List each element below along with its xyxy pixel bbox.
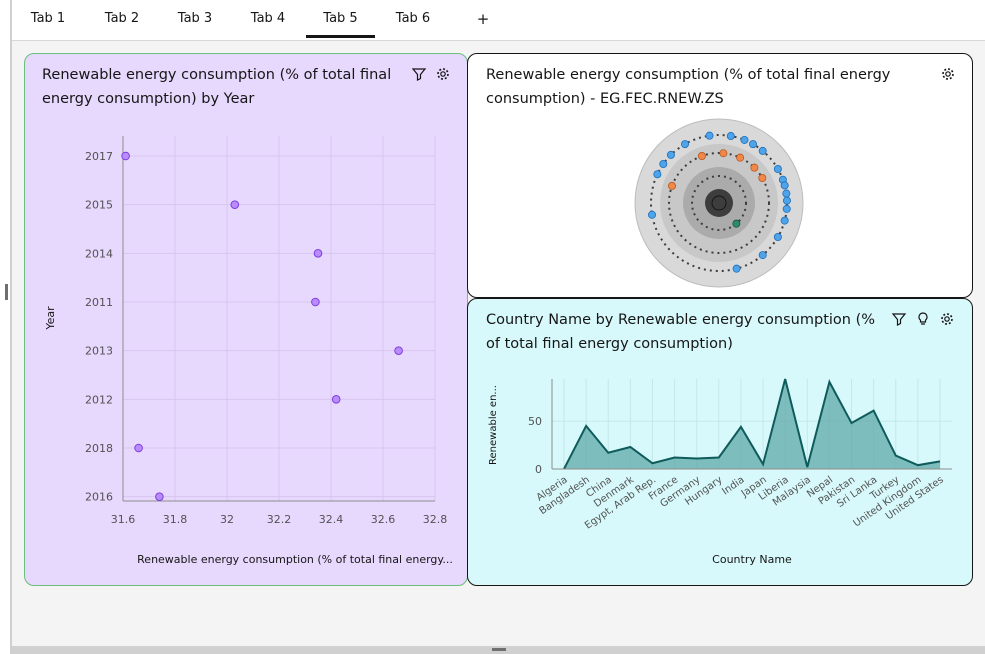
x-tick-label: 32.6 bbox=[371, 513, 396, 526]
pack-dot-blue bbox=[780, 216, 789, 225]
lightbulb-icon[interactable] bbox=[915, 311, 931, 327]
pack-dot-blue bbox=[782, 196, 791, 205]
scatter-point bbox=[121, 151, 130, 161]
y-tick-label: 0 bbox=[535, 463, 542, 476]
pack-dot-orange bbox=[758, 174, 767, 183]
x-tick-label: 31.6 bbox=[111, 513, 136, 526]
pack-dot-blue bbox=[780, 181, 789, 190]
pack-dot-blue bbox=[726, 132, 735, 141]
x-tick-label: 32.8 bbox=[423, 513, 448, 526]
area-fill bbox=[564, 379, 940, 469]
scatter-point bbox=[394, 346, 403, 355]
card-title-line2: consumption) - EG.FEC.RNEW.ZS bbox=[486, 91, 724, 107]
pack-dot-blue bbox=[653, 170, 662, 179]
pack-dot-orange bbox=[750, 163, 759, 172]
y-tick-label: 2015 bbox=[85, 199, 113, 212]
settings-icon[interactable] bbox=[940, 66, 956, 82]
pack-dot-blue bbox=[773, 165, 782, 174]
y-tick-label: 50 bbox=[528, 415, 542, 428]
y-axis-label: Year bbox=[44, 306, 57, 331]
scatter-chart: 31.6 31.8 32 32.2 32.4 32.6 32.8 2017 2015 2014 20… bbox=[44, 136, 453, 566]
pack-dot-blue bbox=[666, 150, 675, 159]
x-tick-label: 32 bbox=[220, 513, 234, 526]
circle-pack-chart bbox=[634, 118, 804, 288]
scatter-point bbox=[155, 492, 164, 501]
pack-dot-blue bbox=[748, 140, 757, 149]
y-tick-label: 2017 bbox=[85, 150, 113, 163]
pack-dot-orange bbox=[736, 153, 745, 162]
circle-pack-card[interactable]: Renewable energy consumption (% of total… bbox=[467, 53, 973, 298]
tab-6[interactable]: Tab 6 bbox=[395, 11, 431, 26]
pack-dot-green bbox=[732, 219, 741, 228]
pack-dot-blue bbox=[705, 131, 714, 140]
pack-dot-orange bbox=[697, 152, 706, 161]
settings-icon[interactable] bbox=[435, 66, 451, 82]
x-tick-label: 31.8 bbox=[163, 513, 188, 526]
y-tick-label: 2012 bbox=[85, 393, 113, 406]
pack-dot-blue bbox=[782, 189, 791, 198]
settings-icon[interactable] bbox=[939, 311, 955, 327]
bottom-resize-handle[interactable] bbox=[492, 648, 506, 651]
pack-dot-blue bbox=[773, 232, 782, 241]
x-axis-label: Renewable energy consumption (% of total… bbox=[137, 553, 453, 566]
scatter-point bbox=[134, 443, 143, 453]
pack-dot-blue bbox=[758, 251, 767, 260]
tab-bar: Tab 1 Tab 2 Tab 3 Tab 4 Tab 5 Tab 6 + bbox=[12, 0, 985, 41]
card-title-line1: Country Name by Renewable energy consump… bbox=[486, 312, 876, 328]
scatter-point bbox=[313, 249, 323, 258]
core-ring bbox=[711, 195, 727, 211]
card-title-line1: Renewable energy consumption (% of total… bbox=[486, 67, 891, 83]
left-rail bbox=[0, 0, 12, 654]
tab-3[interactable]: Tab 3 bbox=[177, 11, 213, 26]
card-actions bbox=[411, 66, 451, 82]
pack-dot-orange bbox=[668, 181, 677, 190]
pack-dot-blue bbox=[758, 146, 767, 155]
y-axis-label: Renewable en... bbox=[488, 385, 499, 465]
card-title: Renewable energy consumption (% of total… bbox=[42, 63, 391, 111]
y-tick-label: 2011 bbox=[85, 296, 113, 309]
tab-5[interactable]: Tab 5 bbox=[306, 0, 375, 38]
card-title-line2: of total final energy consumption) bbox=[486, 336, 733, 352]
area-line bbox=[563, 378, 941, 470]
pack-dot-orange bbox=[719, 149, 728, 158]
filter-icon[interactable] bbox=[411, 66, 427, 82]
card-title-line2: energy consumption) by Year bbox=[42, 91, 255, 107]
add-tab-button[interactable]: + bbox=[476, 10, 490, 28]
y-tick-label: 2014 bbox=[85, 247, 113, 260]
left-resize-handle[interactable] bbox=[5, 284, 8, 300]
card-title: Country Name by Renewable energy consump… bbox=[486, 308, 875, 356]
pack-dot-blue bbox=[782, 204, 791, 213]
tab-1[interactable]: Tab 1 bbox=[30, 11, 66, 26]
area-chart-card[interactable]: Country Name by Renewable energy consump… bbox=[467, 298, 973, 586]
x-tick-label: 32.4 bbox=[319, 513, 344, 526]
card-title-line1: Renewable energy consumption (% of total… bbox=[42, 67, 392, 83]
tab-4[interactable]: Tab 4 bbox=[250, 11, 286, 26]
y-tick-label: 2013 bbox=[85, 345, 113, 358]
y-tick-label: 2018 bbox=[85, 442, 113, 455]
card-title: Renewable energy consumption (% of total… bbox=[486, 63, 890, 111]
core-circle bbox=[705, 189, 733, 217]
pack-dot-blue bbox=[732, 264, 741, 273]
filter-icon[interactable] bbox=[891, 311, 907, 327]
scatter-point bbox=[311, 297, 320, 307]
card-actions bbox=[940, 66, 956, 82]
scatter-card[interactable]: Renewable energy consumption (% of total… bbox=[24, 53, 468, 586]
tab-2[interactable]: Tab 2 bbox=[104, 11, 140, 26]
pack-dot-blue bbox=[659, 159, 668, 168]
pack-dot-blue bbox=[680, 140, 689, 149]
pack-dot-blue bbox=[740, 135, 749, 144]
mid-ring bbox=[668, 152, 770, 254]
x-axis-label: Country Name bbox=[712, 553, 792, 566]
inner-ring bbox=[691, 175, 747, 231]
y-tick-label: 2016 bbox=[85, 491, 113, 504]
card-actions bbox=[891, 311, 955, 327]
x-tick-label: 32.2 bbox=[267, 513, 292, 526]
scatter-point bbox=[230, 200, 240, 209]
scatter-point bbox=[331, 395, 341, 404]
pack-dot-blue bbox=[648, 210, 657, 219]
